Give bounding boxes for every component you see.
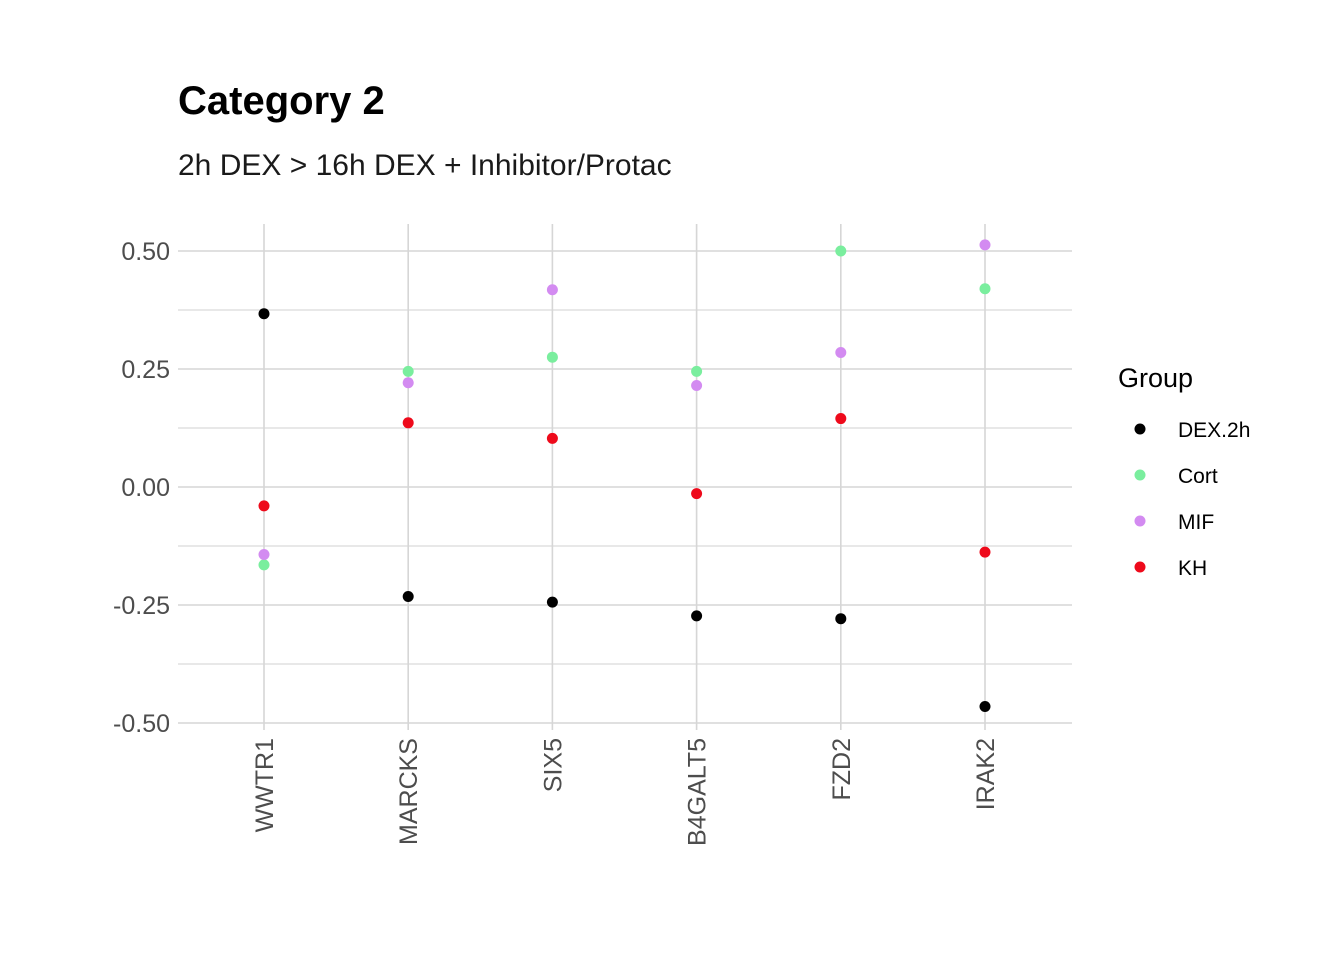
x-tick-label: SIX5 (539, 738, 567, 792)
y-tick-label: 0.50 (121, 238, 170, 266)
x-tick-label: FZD2 (828, 738, 856, 801)
point-mif (835, 346, 847, 358)
x-tick-label: IRAK2 (972, 738, 1000, 810)
point-dex-2h (546, 596, 558, 608)
point-mif (402, 377, 414, 389)
legend-key (1134, 469, 1146, 481)
legend-title: Group (1118, 363, 1193, 393)
point-mif (691, 380, 703, 392)
point-dex-2h (258, 308, 270, 320)
x-axis-ticks: WWTR1 MARCKS SIX5 B4GALT5 FZD2 IRAK2 (251, 738, 1000, 846)
legend-label: MIF (1178, 511, 1214, 534)
x-tick-label: B4GALT5 (684, 738, 712, 846)
point-cort (835, 245, 847, 257)
point-mif (546, 284, 558, 296)
legend-key (1134, 515, 1146, 527)
legend-label: Cort (1178, 465, 1218, 488)
y-tick-label: -0.50 (113, 710, 170, 738)
grid-lines (178, 224, 1072, 730)
y-tick-label: -0.25 (113, 592, 170, 620)
point-kh (691, 488, 703, 500)
point-cort (691, 365, 703, 377)
data-points (258, 239, 991, 712)
chart-subtitle: 2h DEX > 16h DEX + Inhibitor/Protac (178, 149, 672, 182)
y-axis-ticks: -0.50 -0.25 0.00 0.25 0.50 (113, 238, 170, 738)
point-kh (258, 500, 270, 512)
chart-title: Category 2 (178, 79, 385, 123)
point-dex-2h (979, 700, 991, 712)
point-cort (258, 559, 270, 571)
legend-key (1134, 423, 1146, 435)
x-tick-label: WWTR1 (251, 738, 279, 832)
y-tick-label: 0.25 (121, 356, 170, 384)
point-kh (835, 413, 847, 425)
point-cort (402, 365, 414, 377)
point-dex-2h (835, 613, 847, 625)
point-dex-2h (691, 610, 703, 622)
point-mif (258, 548, 270, 560)
point-kh (402, 417, 414, 429)
legend-label: DEX.2h (1178, 419, 1250, 442)
legend-label: KH (1178, 557, 1207, 580)
point-dex-2h (402, 591, 414, 603)
point-cort (979, 283, 991, 295)
point-cort (546, 351, 558, 363)
point-mif (979, 239, 991, 251)
x-tick-label: MARCKS (395, 738, 423, 845)
point-kh (546, 432, 558, 444)
y-tick-label: 0.00 (121, 474, 170, 502)
legend-key (1134, 561, 1146, 573)
legend: Group DEX.2h Cort MIF KH (1118, 363, 1250, 580)
point-kh (979, 546, 991, 558)
